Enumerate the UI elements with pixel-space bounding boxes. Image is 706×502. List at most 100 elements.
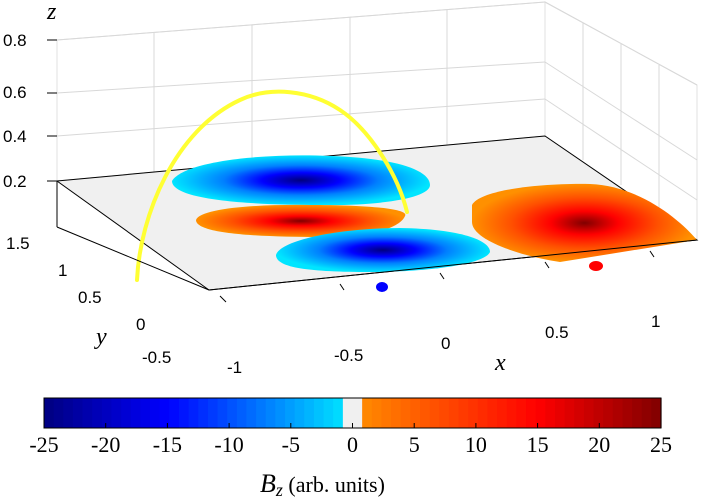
colorbar-tick-label: -15 bbox=[153, 432, 182, 457]
colorbar-segment bbox=[198, 398, 209, 428]
colorbar-segment bbox=[506, 398, 517, 428]
colorbar-segment bbox=[448, 398, 460, 428]
colorbar-segment bbox=[333, 398, 344, 428]
colorbar-tick-label: 10 bbox=[465, 432, 487, 457]
colorbar-tick-label: 15 bbox=[527, 432, 549, 457]
colorbar-segment bbox=[381, 398, 392, 428]
colorbar-segment bbox=[313, 398, 325, 428]
field-line-loop bbox=[135, 89, 409, 282]
y-tick: 1.5 bbox=[6, 234, 30, 253]
colorbar-segment bbox=[294, 398, 305, 428]
colorbar-segment bbox=[169, 398, 180, 428]
colorbar-tick-label: 25 bbox=[650, 432, 672, 457]
positive-lobe-middle bbox=[196, 204, 406, 238]
colorbar-segment bbox=[487, 398, 498, 428]
y-tick: -0.5 bbox=[142, 348, 171, 367]
colorbar-segment bbox=[603, 398, 614, 428]
colorbar-segment bbox=[178, 398, 190, 428]
colorbar-segment bbox=[477, 398, 489, 428]
colorbar-segment bbox=[265, 398, 276, 428]
colorbar-tick-label: 5 bbox=[409, 432, 420, 457]
colorbar-segment bbox=[352, 398, 363, 428]
colorbar-segment bbox=[371, 398, 383, 428]
colorbar-segment bbox=[159, 398, 170, 428]
colorbar-segment bbox=[391, 398, 402, 428]
colorbar-tick-label: -5 bbox=[282, 432, 300, 457]
colorbar-segments bbox=[44, 398, 662, 428]
colorbar-tick-label: 20 bbox=[588, 432, 610, 457]
colorbar-segment bbox=[101, 398, 113, 428]
colorbar-segment bbox=[439, 398, 450, 428]
colorbar-tick-label: 0 bbox=[347, 432, 358, 457]
positive-lobe-right bbox=[472, 183, 697, 262]
colorbar-segment bbox=[44, 398, 55, 428]
colorbar-segment bbox=[632, 398, 643, 428]
colorbar-segment bbox=[497, 398, 508, 428]
x-tick: -0.5 bbox=[334, 346, 363, 365]
colorbar-segment bbox=[526, 398, 537, 428]
colorbar-segment bbox=[275, 398, 286, 428]
colorbar-segment bbox=[207, 398, 219, 428]
z-axis-label: z bbox=[46, 0, 57, 25]
colorbar-segment bbox=[583, 398, 595, 428]
colorbar-segment bbox=[400, 398, 411, 428]
colorbar-segment bbox=[217, 398, 228, 428]
colorbar-segment bbox=[410, 398, 421, 428]
colorbar-segment bbox=[256, 398, 267, 428]
colorbar-segment bbox=[651, 398, 662, 428]
x-tick: -1 bbox=[227, 358, 242, 377]
y-tick: 0.5 bbox=[78, 288, 102, 307]
z-tick: 0.4 bbox=[3, 127, 27, 146]
y-tick: 0 bbox=[136, 315, 145, 334]
colorbar-segment bbox=[419, 398, 431, 428]
colorbar-segment bbox=[227, 398, 238, 428]
x-tick: 1 bbox=[651, 312, 660, 331]
colorbar-segment bbox=[554, 398, 566, 428]
colorbar-segment bbox=[545, 398, 556, 428]
colorbar-segment bbox=[53, 398, 64, 428]
colorbar-segment bbox=[285, 398, 296, 428]
colorbar-segment bbox=[304, 398, 315, 428]
colorbar-segment bbox=[236, 398, 248, 428]
colorbar-segment bbox=[622, 398, 633, 428]
z-tick: 0.2 bbox=[3, 172, 27, 191]
colorbar-segment bbox=[362, 398, 373, 428]
colorbar-segment bbox=[63, 398, 74, 428]
colorbar: -25 -20 -15 -10 -5 0 5 10 15 20 25 Bz (arb. units) bbox=[29, 397, 672, 500]
z-tick: 0.8 bbox=[3, 31, 27, 50]
colorbar-segment bbox=[564, 398, 575, 428]
colorbar-segment bbox=[641, 398, 652, 428]
colorbar-segment bbox=[535, 398, 546, 428]
colorbar-segment bbox=[246, 398, 257, 428]
colorbar-segment bbox=[516, 398, 527, 428]
y-axis-label: y bbox=[94, 324, 107, 350]
colorbar-segment bbox=[150, 398, 161, 428]
colorbar-segment bbox=[82, 398, 93, 428]
colorbar-segment bbox=[72, 398, 84, 428]
colorbar-tick-label: -10 bbox=[214, 432, 243, 457]
colorbar-segment bbox=[429, 398, 440, 428]
y-tick: 1 bbox=[58, 261, 67, 280]
z-tick: 0.6 bbox=[3, 83, 27, 102]
colorbar-segment bbox=[323, 398, 334, 428]
colorbar-tick-label: -25 bbox=[29, 432, 58, 457]
colorbar-segment bbox=[593, 398, 604, 428]
colorbar-ticks: -25 -20 -15 -10 -5 0 5 10 15 20 25 bbox=[29, 423, 672, 457]
negative-footpoint bbox=[376, 282, 388, 292]
colorbar-segment bbox=[121, 398, 132, 428]
colorbar-segment bbox=[188, 398, 199, 428]
colorbar-segment bbox=[342, 398, 354, 428]
colorbar-segment bbox=[130, 398, 142, 428]
negative-lobe-top bbox=[172, 155, 430, 206]
colorbar-segment bbox=[458, 398, 469, 428]
x-tick: 0.5 bbox=[545, 323, 569, 342]
colorbar-segment bbox=[574, 398, 585, 428]
colorbar-segment bbox=[468, 398, 479, 428]
colorbar-segment bbox=[612, 398, 624, 428]
x-tick: 0 bbox=[441, 334, 450, 353]
colorbar-segment bbox=[92, 398, 103, 428]
colorbar-label: Bz (arb. units) bbox=[260, 469, 385, 500]
negative-lobe-front bbox=[276, 228, 490, 272]
magnetic-lobes bbox=[172, 155, 697, 272]
